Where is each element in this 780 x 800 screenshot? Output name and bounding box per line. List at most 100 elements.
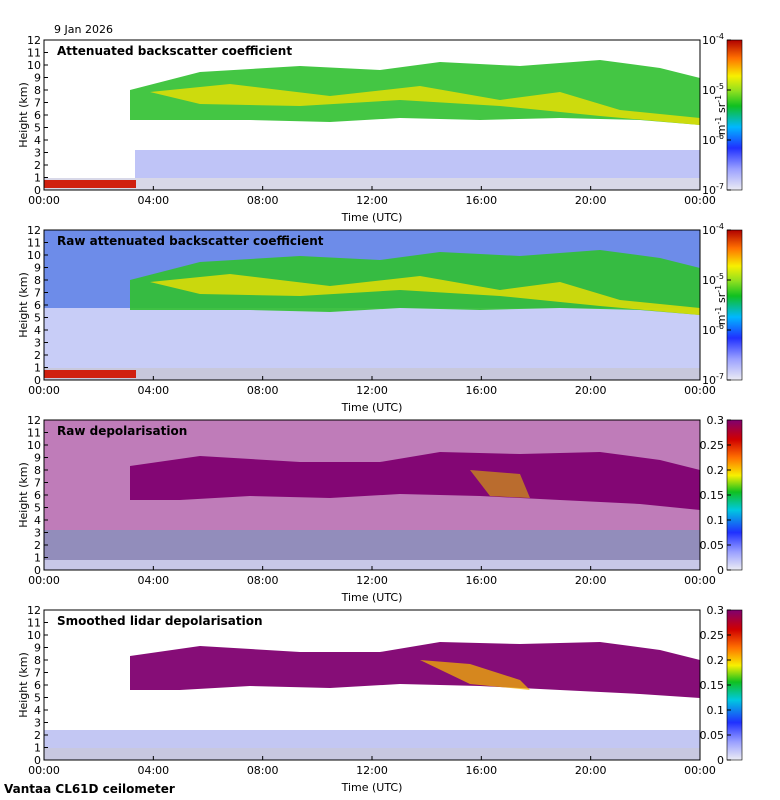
- y-tick-label: 11: [27, 427, 41, 440]
- y-tick-label: 0: [34, 564, 41, 577]
- y-axis-label: Height (km): [17, 462, 30, 528]
- x-axis-label: Time (UTC): [341, 401, 403, 414]
- x-axis-label: Time (UTC): [341, 591, 403, 604]
- x-tick-label: 00:00: [28, 384, 60, 397]
- x-tick-label: 16:00: [465, 384, 497, 397]
- colorbar-tick-label: 0.15: [700, 679, 725, 692]
- y-tick-label: 1: [34, 552, 41, 565]
- y-tick-label: 10: [27, 249, 41, 262]
- y-tick-label: 1: [34, 362, 41, 375]
- colorbar-tick-label: 0.3: [707, 414, 725, 427]
- cloud-core: [150, 274, 700, 315]
- y-tick-label: 12: [27, 224, 41, 237]
- colorbar-tick-label: 10-6: [702, 322, 724, 337]
- x-tick-label: 00:00: [684, 384, 716, 397]
- y-tick-label: 0: [34, 374, 41, 387]
- x-tick-label: 00:00: [684, 764, 716, 777]
- y-tick-label: 5: [34, 122, 41, 135]
- x-tick-label: 04:00: [137, 384, 169, 397]
- y-tick-label: 12: [27, 414, 41, 427]
- x-tick-label: 20:00: [575, 384, 607, 397]
- y-tick-label: 0: [34, 754, 41, 767]
- fog-layer: [44, 180, 136, 188]
- panel-smoothed-lidar-depolarisation: Smoothed lidar depolarisation 0123456789…: [17, 604, 743, 794]
- x-tick-label: 20:00: [575, 194, 607, 207]
- x-tick-label: 08:00: [247, 384, 279, 397]
- y-tick-label: 4: [34, 134, 41, 147]
- x-tick-label: 12:00: [356, 574, 388, 587]
- heatmap-field: [44, 230, 700, 380]
- y-tick-label: 11: [27, 617, 41, 630]
- x-tick-label: 04:00: [137, 574, 169, 587]
- colorbar-tick-label: 0.2: [707, 464, 725, 477]
- y-tick-label: 10: [27, 59, 41, 72]
- colorbar-tick-label: 0.1: [707, 514, 725, 527]
- y-tick-label: 3: [34, 337, 41, 350]
- colorbar-tick-label: 10-5: [702, 82, 724, 97]
- x-tick-label: 20:00: [575, 574, 607, 587]
- x-tick-label: 00:00: [684, 194, 716, 207]
- colorbar-tick-label: 0: [717, 564, 724, 577]
- y-tick-label: 6: [34, 679, 41, 692]
- colorbar-tick-label: 0.05: [700, 729, 725, 742]
- cloud-core: [420, 660, 530, 690]
- y-tick-label: 9: [34, 262, 41, 275]
- colorbar-tick-label: 0.2: [707, 654, 725, 667]
- y-tick-label: 4: [34, 514, 41, 527]
- y-tick-label: 11: [27, 47, 41, 60]
- y-tick-label: 7: [34, 97, 41, 110]
- x-tick-label: 08:00: [247, 194, 279, 207]
- colorbar-tick-label: 0.25: [700, 629, 725, 642]
- y-tick-label: 5: [34, 502, 41, 515]
- x-tick-label: 16:00: [465, 764, 497, 777]
- x-axis-label: Time (UTC): [341, 781, 403, 794]
- colorbar-tick-label: 10-7: [702, 372, 724, 387]
- x-tick-label: 12:00: [356, 384, 388, 397]
- panel-title: Attenuated backscatter coefficient: [57, 44, 292, 58]
- surface-layer-band: [44, 560, 700, 570]
- colorbar-tick-label: 0.05: [700, 539, 725, 552]
- x-axis-label: Time (UTC): [341, 211, 403, 224]
- y-tick-label: 12: [27, 34, 41, 47]
- y-tick-label: 3: [34, 527, 41, 540]
- y-tick-label: 9: [34, 72, 41, 85]
- x-tick-label: 20:00: [575, 764, 607, 777]
- x-tick-label: 04:00: [137, 194, 169, 207]
- y-tick-label: 9: [34, 452, 41, 465]
- surface-layer-band: [44, 178, 700, 190]
- y-tick-label: 6: [34, 109, 41, 122]
- fog-layer: [44, 370, 136, 378]
- x-tick-label: 12:00: [356, 764, 388, 777]
- x-tick-label: 04:00: [137, 764, 169, 777]
- colorbar-tick-label: 0: [717, 754, 724, 767]
- y-tick-label: 8: [34, 84, 41, 97]
- heatmap-field: [44, 420, 700, 570]
- colorbar-tick-label: 0.15: [700, 489, 725, 502]
- x-tick-label: 00:00: [28, 574, 60, 587]
- y-tick-label: 8: [34, 654, 41, 667]
- panel-title: Raw depolarisation: [57, 424, 187, 438]
- y-tick-label: 2: [34, 159, 41, 172]
- y-axis-label: Height (km): [17, 652, 30, 718]
- cloud-core: [150, 84, 700, 125]
- x-tick-label: 16:00: [465, 574, 497, 587]
- y-tick-label: 3: [34, 147, 41, 160]
- y-tick-label: 7: [34, 287, 41, 300]
- panel-title: Raw attenuated backscatter coefficient: [57, 234, 324, 248]
- colorbar-tick-label: 0.25: [700, 439, 725, 452]
- x-tick-label: 00:00: [28, 194, 60, 207]
- y-tick-label: 6: [34, 299, 41, 312]
- panel-attenuated-backscatter: Attenuated backscatter coefficient 0 12 34…: [17, 32, 743, 224]
- surface-layer-band: [44, 748, 700, 760]
- cloud-core: [470, 470, 530, 498]
- colorbar-unit-label: m-1 sr-1: [714, 285, 728, 325]
- y-tick-label: 1: [34, 742, 41, 755]
- colorbar-tick-label: 0.1: [707, 704, 725, 717]
- colorbar-tick-label: 10-5: [702, 272, 724, 287]
- y-tick-label: 8: [34, 274, 41, 287]
- colorbar-tick-label: 0.3: [707, 604, 725, 617]
- y-tick-label: 0: [34, 184, 41, 197]
- y-tick-label: 3: [34, 717, 41, 730]
